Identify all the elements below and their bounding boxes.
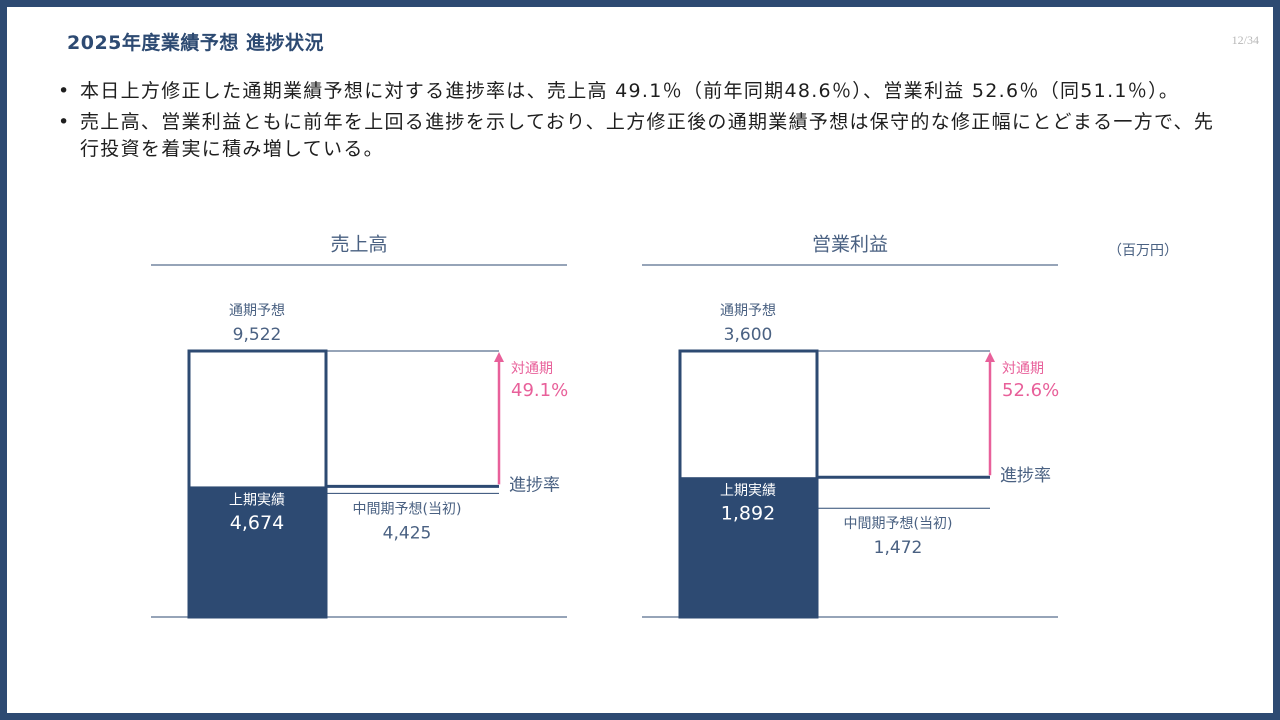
unit-label: （百万円） bbox=[1108, 243, 1178, 259]
ratio-label: 対通期 bbox=[1002, 361, 1044, 377]
ratio-label: 対通期 bbox=[511, 361, 553, 377]
full-year-label: 通期予想 bbox=[720, 303, 776, 319]
progress-label: 進捗率 bbox=[509, 475, 560, 495]
actual-bar bbox=[680, 477, 817, 617]
actual-label: 上期実績 bbox=[720, 483, 776, 499]
chart-title: 売上高 bbox=[330, 234, 387, 256]
actual-value: 1,892 bbox=[721, 503, 775, 525]
full-year-label: 通期予想 bbox=[229, 303, 285, 319]
bullet-text: 売上高、営業利益ともに前年を上回る進捗を示しており、上方修正後の通期業績予想は保… bbox=[80, 111, 1215, 160]
plan-value: 1,472 bbox=[874, 538, 923, 558]
actual-label: 上期実績 bbox=[229, 492, 285, 508]
page-number: 12/34 bbox=[1231, 33, 1259, 47]
ratio-arrow-head bbox=[494, 352, 504, 362]
bullet-item: • 本日上方修正した通期業績予想に対する進捗率は、売上高 49.1％（前年同期4… bbox=[58, 78, 1233, 105]
full-year-value: 3,600 bbox=[724, 325, 773, 345]
progress-label: 進捗率 bbox=[1000, 466, 1051, 486]
bullet-item: • 売上高、営業利益ともに前年を上回る進捗を示しており、上方修正後の通期業績予想… bbox=[58, 109, 1233, 163]
ratio-value: 52.6% bbox=[1002, 380, 1059, 401]
ratio-value: 49.1% bbox=[511, 380, 568, 401]
plan-label: 中間期予想(当初) bbox=[844, 515, 953, 532]
plan-value: 4,425 bbox=[383, 523, 432, 543]
actual-bar bbox=[189, 486, 326, 617]
bullet-text: 本日上方修正した通期業績予想に対する進捗率は、売上高 49.1％（前年同期48.… bbox=[80, 80, 1180, 102]
page-title: 2025年度業績予想 進捗状況 bbox=[67, 32, 324, 54]
full-year-value: 9,522 bbox=[233, 325, 282, 345]
ratio-arrow-head bbox=[985, 352, 995, 362]
actual-value: 4,674 bbox=[230, 512, 284, 534]
chart-title: 営業利益 bbox=[812, 234, 888, 256]
bullet-mark: • bbox=[58, 80, 71, 102]
bullet-mark: • bbox=[58, 111, 71, 133]
plan-label: 中間期予想(当初) bbox=[353, 500, 462, 517]
bullet-list: • 本日上方修正した通期業績予想に対する進捗率は、売上高 49.1％（前年同期4… bbox=[58, 78, 1233, 167]
